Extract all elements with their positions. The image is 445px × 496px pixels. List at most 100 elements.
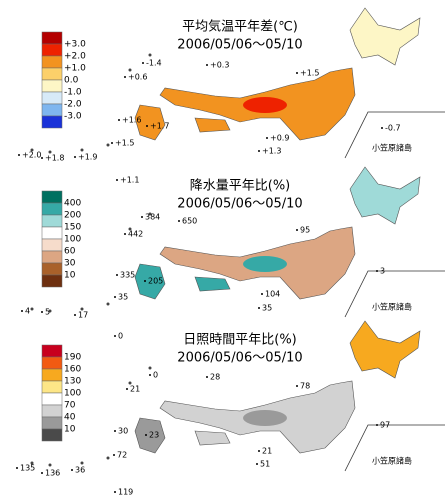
legend-label: 200 — [64, 211, 81, 221]
station-dot — [114, 335, 116, 337]
shikoku — [194, 430, 231, 446]
small-island — [30, 461, 34, 465]
station-value: 136 — [45, 469, 60, 478]
station-dot — [41, 472, 43, 474]
station-value: +0.6 — [128, 73, 147, 82]
station-dot — [74, 314, 76, 316]
station-value: -1.4 — [146, 59, 162, 68]
station-value: +1.5 — [115, 139, 134, 148]
station-value: 30 — [118, 427, 128, 436]
small-island — [30, 148, 34, 152]
station-dot — [145, 434, 147, 436]
legend-swatch — [41, 274, 63, 288]
station-value: +1.5 — [300, 69, 319, 78]
map-period: 2006/05/06～05/10 — [177, 38, 302, 53]
legend-swatch — [41, 226, 63, 240]
legend-swatch — [41, 79, 63, 93]
station-value: 97 — [380, 421, 390, 430]
inset-frame — [344, 270, 445, 318]
legend-swatch — [41, 344, 63, 358]
station-dot — [258, 150, 260, 152]
station-value: 36 — [75, 466, 85, 475]
legend-label: 10 — [64, 425, 76, 435]
station-value: +1.9 — [78, 153, 97, 162]
small-island — [148, 366, 152, 370]
legend-label: -1.0 — [64, 88, 82, 98]
legend-swatch — [41, 380, 63, 394]
legend-swatch — [41, 67, 63, 81]
station-dot — [124, 76, 126, 78]
station-dot — [266, 137, 268, 139]
legend-swatch — [41, 43, 63, 57]
station-dot — [41, 311, 43, 313]
station-value: 135 — [20, 464, 35, 473]
islands-label: 小笠原諸島 — [372, 302, 412, 312]
small-island — [48, 463, 52, 467]
station-dot — [376, 424, 378, 426]
station-dot — [258, 450, 260, 452]
station-value: 21 — [130, 385, 140, 394]
hokkaido — [349, 7, 421, 66]
station-value: 35 — [262, 304, 272, 313]
legend-label: 60 — [64, 247, 76, 257]
islands-label: 小笠原諸島 — [372, 143, 412, 153]
legend-swatch — [41, 356, 63, 370]
station-value: 17 — [78, 311, 88, 320]
station-value: 442 — [128, 230, 143, 239]
small-island — [106, 456, 110, 460]
station-dot — [206, 376, 208, 378]
legend-label: 160 — [64, 365, 81, 375]
legend-label: 190 — [64, 353, 81, 363]
legend-swatch — [41, 428, 63, 442]
map-title: 降水量平年比(%) — [190, 179, 291, 194]
legend-label: +1.0 — [64, 64, 86, 74]
station-dot — [261, 293, 263, 295]
station-dot — [296, 385, 298, 387]
small-island — [48, 150, 52, 154]
map-panel: 小笠原諸島 日照時間平年比(%) 2006/05/06～05/10 190 160 130… — [16, 320, 445, 496]
station-dot — [113, 454, 115, 456]
station-value: 95 — [300, 226, 310, 235]
legend-label: 70 — [64, 401, 76, 411]
legend-label: 400 — [64, 199, 81, 209]
station-value: 28 — [210, 373, 220, 382]
station-dot — [124, 233, 126, 235]
station-dot — [144, 280, 146, 282]
legend-label: -3.0 — [64, 112, 82, 122]
station-value: 51 — [260, 460, 270, 469]
station-dot — [16, 467, 18, 469]
legend-swatch — [41, 103, 63, 117]
legend-swatch — [41, 262, 63, 276]
station-value: 650 — [182, 217, 197, 226]
small-island — [48, 309, 52, 313]
legend-swatch — [41, 214, 63, 228]
small-island — [106, 143, 110, 147]
station-dot — [114, 491, 116, 493]
station-dot — [256, 463, 258, 465]
station-dot — [296, 229, 298, 231]
legend-swatch — [41, 392, 63, 406]
station-dot — [21, 310, 23, 312]
small-island — [128, 381, 132, 385]
shikoku — [194, 276, 231, 292]
kyushu — [134, 104, 166, 141]
station-dot — [41, 157, 43, 159]
legend-label: 40 — [64, 413, 76, 423]
legend-swatch — [41, 55, 63, 69]
small-island — [80, 307, 84, 311]
inset-frame — [344, 424, 445, 472]
station-value: 205 — [148, 277, 163, 286]
kyushu — [134, 263, 166, 300]
core-region — [243, 97, 287, 113]
legend-swatch — [41, 238, 63, 252]
map-panel: 小笠原諸島 平均気温平年差(℃) 2006/05/06～05/10 +3.0 +2.0 +… — [18, 7, 445, 185]
small-island — [148, 212, 152, 216]
small-island — [80, 461, 84, 465]
hokkaido — [349, 166, 421, 225]
station-dot — [381, 127, 383, 129]
station-value: +0.9 — [270, 134, 289, 143]
small-island — [128, 68, 132, 72]
station-dot — [74, 156, 76, 158]
hokkaido — [349, 320, 421, 379]
map-title: 平均気温平年差(℃) — [182, 19, 298, 35]
